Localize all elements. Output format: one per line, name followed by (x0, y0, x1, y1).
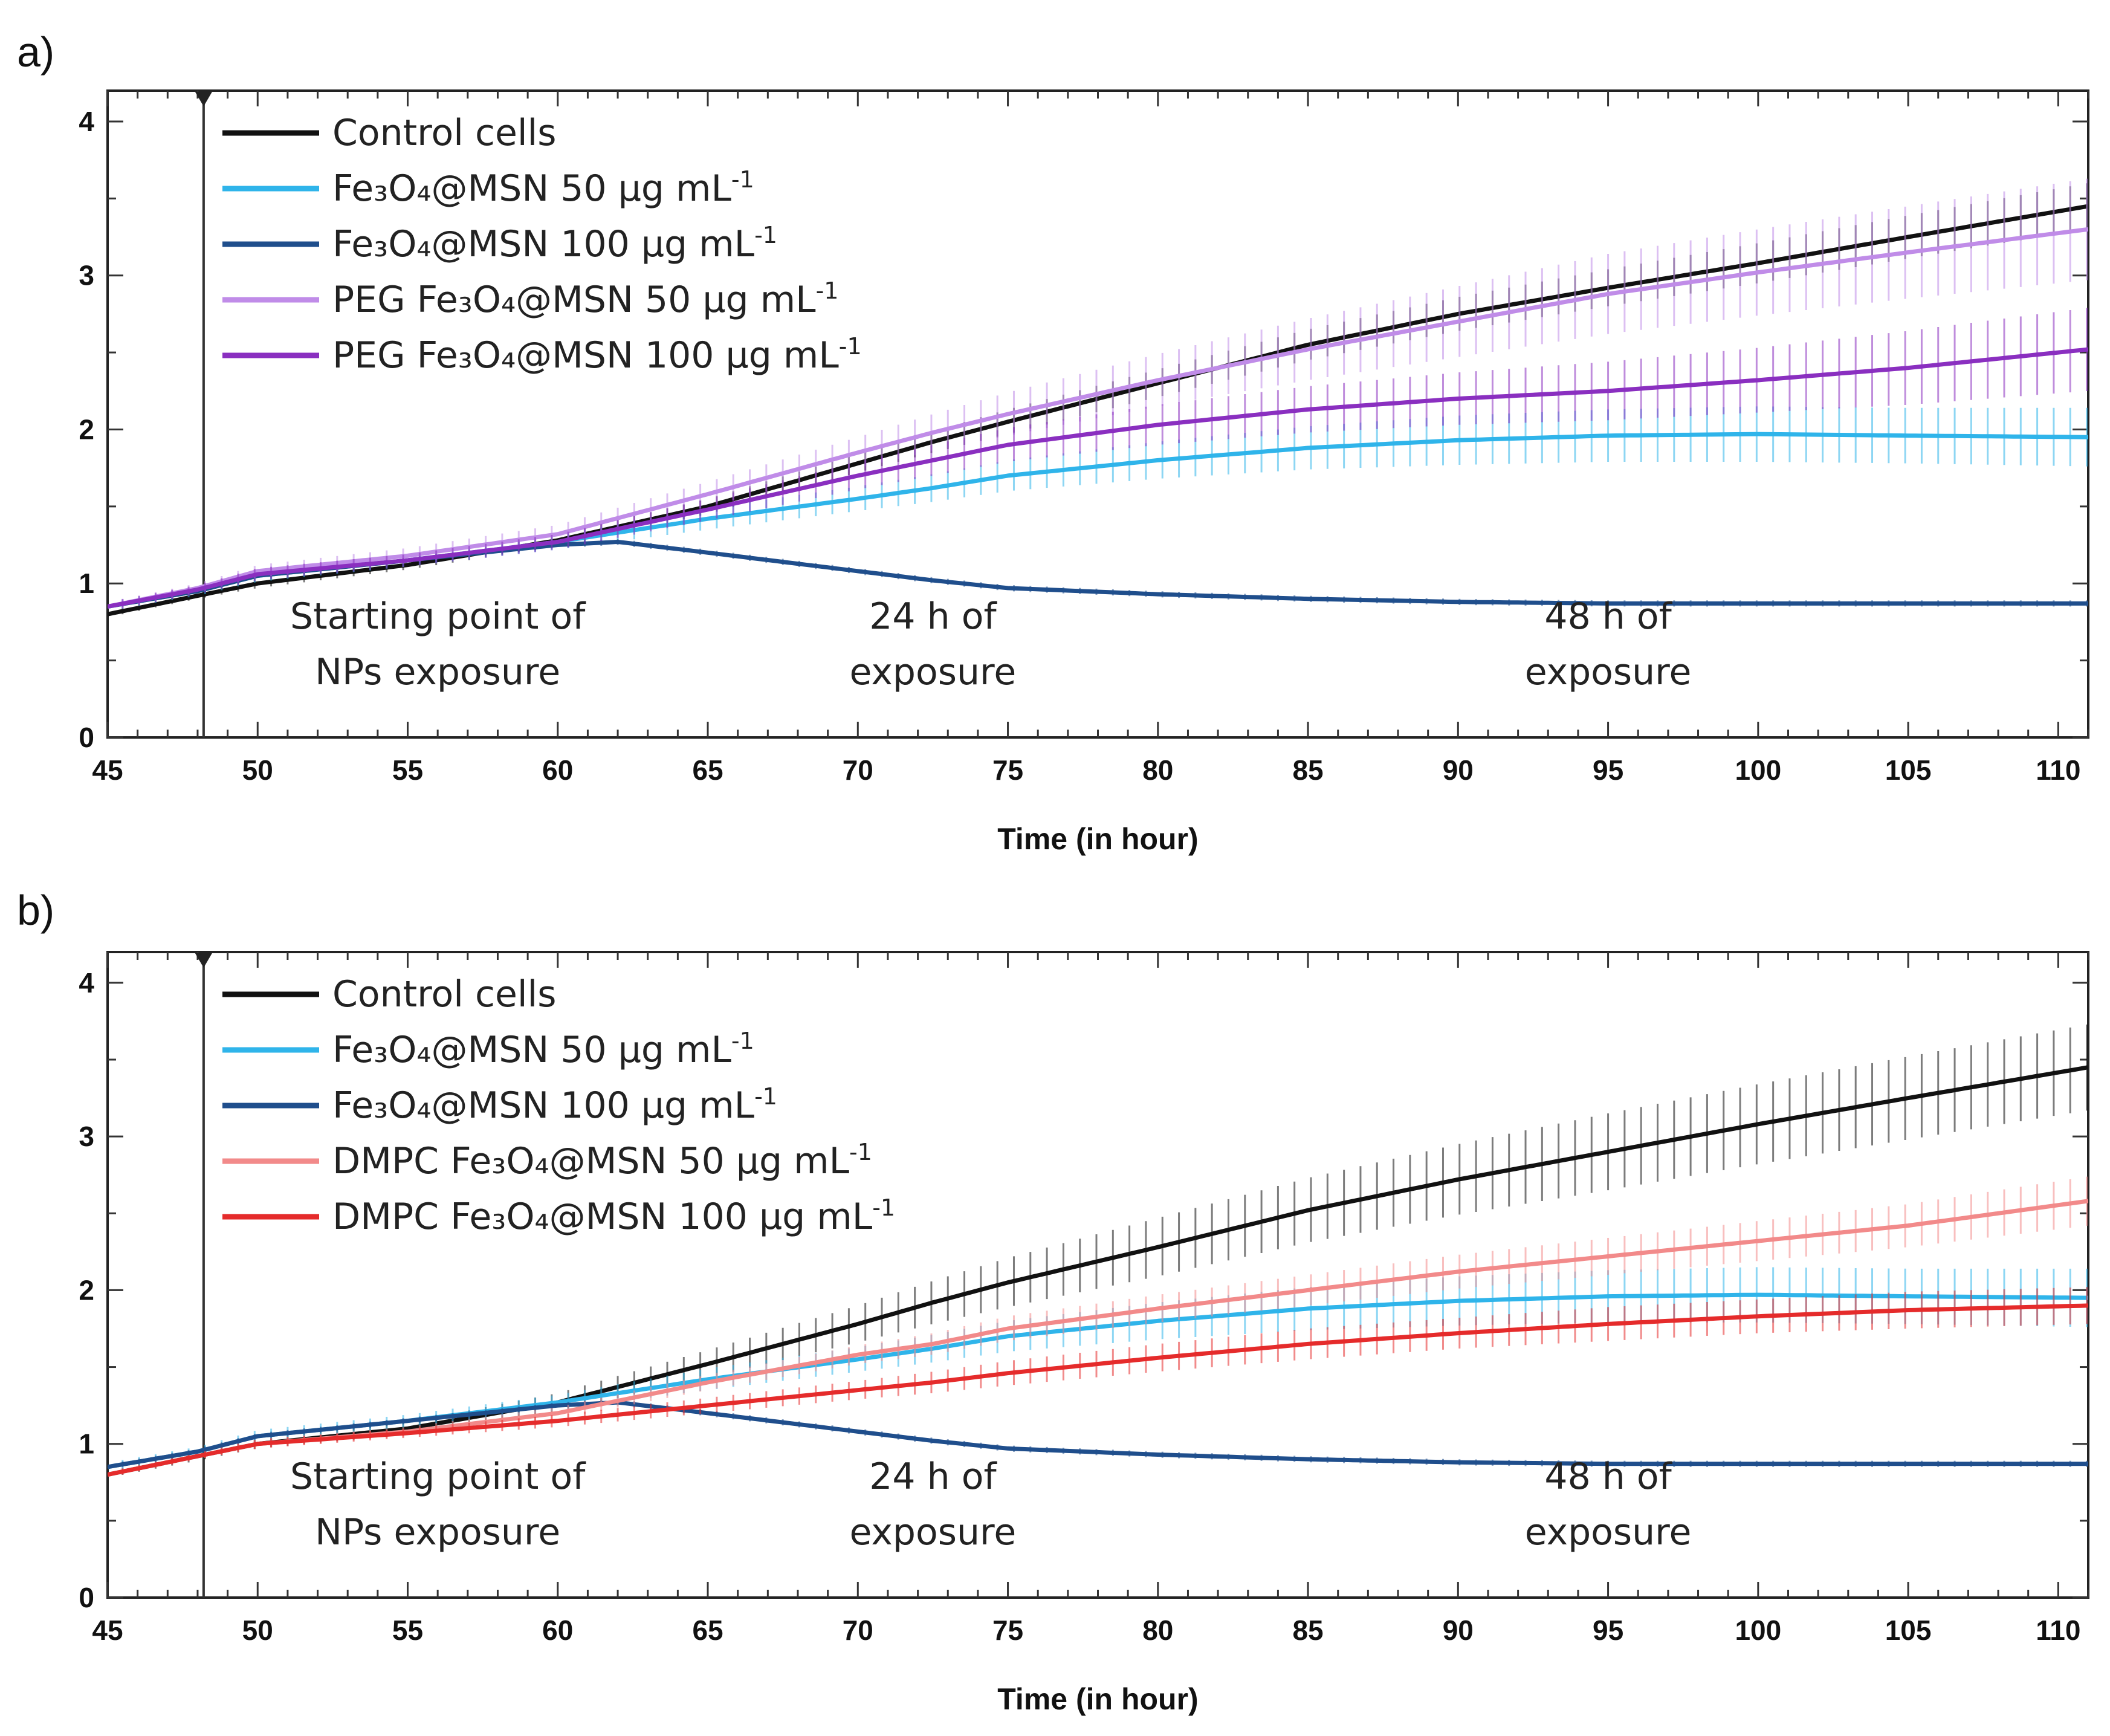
series-line (108, 1292, 2088, 1469)
annotation-line1: Starting point of (290, 595, 586, 638)
chart-legend: Control cells Fe₃O₄@MSN 50 µg mL-1 Fe₃O₄@M… (222, 112, 862, 377)
legend-entry: Fe₃O₄@MSN 100 µg mL-1 (332, 1083, 777, 1127)
annotation-line2: NPs exposure (315, 651, 560, 693)
x-tick-label: 65 (692, 1615, 723, 1646)
series-line (108, 347, 2088, 609)
x-tick-label: 45 (92, 754, 123, 786)
x-tick-label: 60 (542, 1615, 573, 1646)
x-tick-label: 60 (542, 754, 573, 786)
x-tick-label: 70 (843, 1615, 873, 1646)
x-tick-label: 110 (2036, 1615, 2080, 1646)
legend-entry: DMPC Fe₃O₄@MSN 100 µg mL-1 (332, 1194, 895, 1238)
legend-entry: PEG Fe₃O₄@MSN 100 µg mL-1 (332, 333, 862, 377)
y-tick-label: 0 (79, 1582, 94, 1613)
x-tick-label: 65 (692, 754, 723, 786)
y-tick-label: 0 (79, 722, 94, 753)
legend-superscript: -1 (731, 166, 754, 193)
series-4 (108, 1176, 2088, 1477)
chart-legend: Control cells Fe₃O₄@MSN 50 µg mL-1 Fe₃O₄@M… (222, 973, 895, 1238)
series-5 (108, 1287, 2088, 1477)
annotation-line1: 48 h of (1544, 595, 1672, 638)
annotation-line2: exposure (1525, 651, 1692, 693)
legend-entry: Fe₃O₄@MSN 100 µg mL-1 (332, 222, 777, 265)
series-line (108, 432, 2088, 609)
x-tick-label: 55 (392, 754, 423, 786)
chart-panel-b: b) 45 50 55 60 65 70 75 80 85 90 95 100 105 110 0 1 2 3 4 Ti… (17, 887, 2089, 1716)
legend-entry: Control cells (332, 973, 556, 1015)
x-tick-label: 50 (242, 1615, 273, 1646)
x-axis-title: Time (in hour) (997, 822, 1198, 856)
annotation-line2: exposure (1525, 1511, 1692, 1553)
x-axis-title: Time (in hour) (997, 1682, 1198, 1716)
y-tick-label: 1 (79, 1428, 94, 1460)
annotation-line1: 48 h of (1544, 1456, 1672, 1498)
series-2 (108, 1267, 2088, 1469)
x-tick-label: 110 (2036, 754, 2080, 786)
series-line (108, 1199, 2088, 1477)
legend-superscript: -1 (849, 1139, 872, 1165)
legend-entry: Control cells (332, 112, 556, 154)
x-tick-label: 85 (1292, 1615, 1323, 1646)
x-tick-label: 95 (1593, 1615, 1623, 1646)
plot-area (108, 178, 2088, 617)
annotation-line1: 24 h of (869, 595, 997, 638)
x-tick-label: 55 (392, 1615, 423, 1646)
y-tick-label: 4 (79, 967, 94, 999)
legend-superscript: -1 (839, 333, 862, 360)
legend-superscript: -1 (816, 277, 839, 304)
series-error-bars (121, 406, 2088, 609)
exposure-start-marker-icon (195, 953, 212, 968)
x-tick-label: 50 (242, 754, 273, 786)
x-tick-label: 95 (1593, 754, 1623, 786)
x-tick-label: 85 (1292, 754, 1323, 786)
y-tick-label: 3 (79, 260, 94, 291)
annotation-line1: 24 h of (869, 1456, 997, 1498)
legend-entry: DMPC Fe₃O₄@MSN 50 µg mL-1 (332, 1139, 872, 1182)
x-tick-label: 75 (992, 754, 1023, 786)
legend-superscript: -1 (754, 1083, 777, 1110)
legend-entry: Fe₃O₄@MSN 50 µg mL-1 (332, 166, 754, 210)
y-tick-label: 1 (79, 568, 94, 599)
annotation-line2: exposure (850, 1511, 1017, 1553)
x-tick-label: 80 (1142, 754, 1173, 786)
x-tick-label: 105 (1885, 1615, 1932, 1646)
x-tick-label: 100 (1735, 1615, 1781, 1646)
series-line (108, 1065, 2088, 1477)
panel-letter: b) (17, 887, 54, 934)
annotation-line2: NPs exposure (315, 1511, 560, 1553)
y-tick-label: 4 (79, 106, 94, 137)
x-tick-label: 75 (992, 1615, 1023, 1646)
annotation-line2: exposure (850, 651, 1017, 693)
series-line (108, 1400, 2088, 1469)
y-tick-label: 2 (79, 1274, 94, 1306)
series-line (108, 204, 2088, 617)
chart-panel-a: a) 45 50 55 60 65 70 75 80 85 90 95 100 105 110 0 1 2 3 4 Ti… (17, 28, 2089, 856)
annotation-line1: Starting point of (290, 1456, 586, 1498)
legend-entry: PEG Fe₃O₄@MSN 50 µg mL-1 (332, 277, 838, 321)
series-1 (108, 1024, 2088, 1477)
y-tick-label: 2 (79, 413, 94, 445)
panel-letter: a) (17, 28, 54, 76)
x-tick-label: 105 (1885, 754, 1932, 786)
legend-superscript: -1 (754, 222, 777, 248)
x-tick-label: 45 (92, 1615, 123, 1646)
legend-entry: Fe₃O₄@MSN 50 µg mL-1 (332, 1028, 754, 1071)
plot-area (108, 1024, 2088, 1477)
x-tick-label: 70 (843, 754, 873, 786)
series-error-bars (121, 1267, 2088, 1469)
series-line (108, 1303, 2088, 1477)
legend-superscript: -1 (731, 1028, 754, 1054)
x-tick-label: 90 (1443, 754, 1474, 786)
exposure-start-marker-icon (195, 92, 212, 106)
legend-superscript: -1 (872, 1194, 895, 1221)
y-tick-label: 3 (79, 1121, 94, 1152)
x-tick-label: 90 (1443, 1615, 1474, 1646)
series-2 (108, 406, 2088, 609)
x-tick-label: 100 (1735, 754, 1781, 786)
series-5 (108, 308, 2088, 609)
series-line (108, 227, 2088, 609)
x-tick-label: 80 (1142, 1615, 1173, 1646)
